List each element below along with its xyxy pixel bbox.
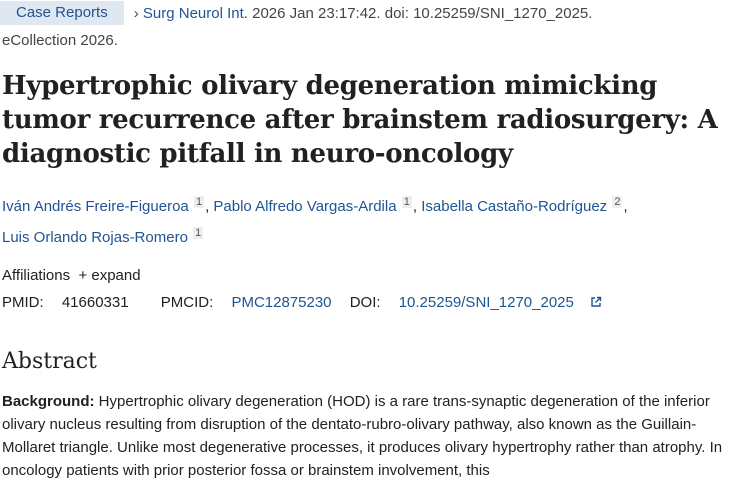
expand-label: expand — [91, 267, 141, 284]
abstract-heading: Abstract — [2, 349, 97, 374]
article-type-badge: Case Reports — [0, 1, 124, 25]
citation-text: 2026 Jan 23:17:42. doi: 10.25259/SNI_127… — [252, 4, 593, 22]
affiliation-ref[interactable]: 1 — [193, 227, 204, 239]
plus-icon: + — [78, 267, 88, 284]
authors-list: Iván Andrés Freire-Figueroa 1, Pablo Alf… — [2, 196, 628, 246]
journal-link[interactable]: › Surg Neurol Int. — [134, 5, 248, 22]
citation-header: Case Reports › Surg Neurol Int. 2026 Jan… — [0, 0, 750, 26]
pmcid-label: PMCID: — [160, 294, 214, 311]
pmid-label: PMID: — [2, 294, 44, 311]
ecollection: eCollection 2026. — [2, 32, 118, 49]
author-link[interactable]: Isabella Castaño-Rodríguez — [421, 198, 608, 215]
journal-name: Surg Neurol Int. — [142, 4, 248, 22]
affiliation-ref[interactable]: 2 — [612, 196, 623, 208]
chevron-right-icon: › — [133, 4, 139, 22]
affiliations-label: Affiliations — [2, 267, 71, 284]
identifiers: PMID: 41660331 PMCID: PMC12875230 DOI: 1… — [2, 294, 750, 311]
article-page: Case Reports › Surg Neurol Int. 2026 Jan… — [0, 0, 750, 482]
background-text: Hypertrophic olivary degeneration (HOD) … — [2, 393, 723, 479]
background-label: Background: — [2, 393, 95, 410]
pmcid-link[interactable]: PMC12875230 — [231, 294, 332, 311]
author-link[interactable]: Pablo Alfredo Vargas-Ardila — [213, 198, 397, 215]
affiliation-ref[interactable]: 1 — [401, 196, 412, 208]
doi-link[interactable]: 10.25259/SNI_1270_2025 — [399, 294, 602, 311]
author-link[interactable]: Iván Andrés Freire-Figueroa — [2, 198, 189, 215]
abstract-background: Background: Hypertrophic olivary degener… — [2, 390, 750, 482]
article-title: Hypertrophic olivary degeneration mimick… — [2, 71, 718, 169]
affiliation-ref[interactable]: 1 — [193, 196, 205, 208]
affiliations-toggle[interactable]: Affiliations + expand — [2, 267, 750, 284]
doi-label: DOI: — [349, 294, 381, 311]
doi-value: 10.25259/SNI_1270_2025 — [398, 294, 574, 311]
author-link[interactable]: Luis Orlando Rojas-Romero — [2, 229, 188, 246]
external-link-icon — [591, 296, 602, 307]
pmid-value: 41660331 — [61, 294, 129, 311]
